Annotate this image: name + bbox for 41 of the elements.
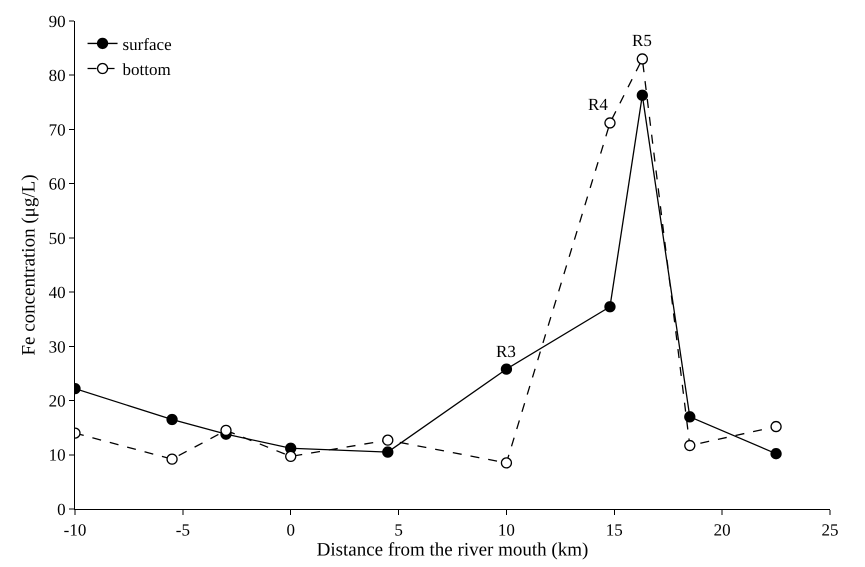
y-tick-label: 90 <box>48 12 66 31</box>
y-tick-label: 40 <box>48 283 66 302</box>
y-tick-label: 20 <box>48 392 66 411</box>
x-tick-label: -5 <box>176 520 190 540</box>
point <box>382 446 394 458</box>
point <box>636 53 648 65</box>
y-tick-label: 60 <box>48 174 66 194</box>
x-tick-label: 0 <box>286 520 295 540</box>
y-tick-label: 30 <box>48 337 66 356</box>
point <box>770 448 782 460</box>
legend-label: surface <box>122 35 172 54</box>
annotation: R5 <box>632 31 652 50</box>
annotation: R3 <box>496 342 516 361</box>
y-tick-label: 0 <box>57 500 66 519</box>
point <box>220 424 232 436</box>
point <box>604 117 616 129</box>
x-axis-title: Distance from the river mouth (km) <box>316 539 588 560</box>
point <box>166 414 178 426</box>
x-tick-label: 5 <box>394 520 403 540</box>
point <box>382 434 394 446</box>
x-tick-label: -10 <box>64 520 86 540</box>
point <box>770 420 782 432</box>
y-tick-label: 50 <box>48 228 66 248</box>
legend-label: bottom <box>122 60 171 80</box>
point <box>500 363 512 375</box>
x-tick-label: 20 <box>714 520 731 540</box>
point <box>500 457 512 469</box>
point <box>684 411 696 422</box>
y-tick-label: 10 <box>48 446 66 465</box>
y-axis-title: Fe concentration (μg/L) <box>18 174 40 356</box>
point <box>684 440 696 452</box>
annotation: R4 <box>588 95 608 114</box>
y-tick-label: 70 <box>48 120 66 140</box>
point <box>166 453 178 465</box>
x-tick-label: 10 <box>498 520 515 540</box>
x-tick-label: 25 <box>822 520 838 540</box>
y-tick-label: 80 <box>48 66 66 86</box>
x-tick-label: 15 <box>606 520 623 540</box>
point <box>636 90 648 101</box>
point <box>285 450 296 462</box>
point <box>604 301 616 312</box>
